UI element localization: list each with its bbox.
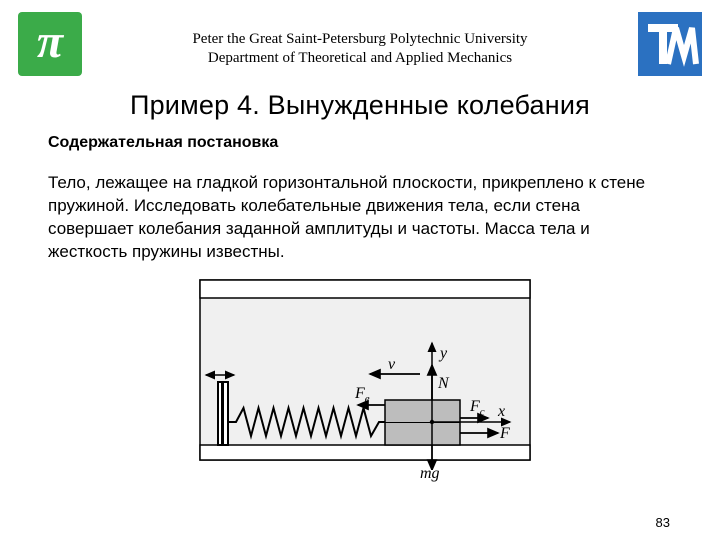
tm-logo-icon	[638, 12, 702, 76]
label-N: N	[438, 375, 449, 393]
page-title: Пример 4. Вынужденные колебания	[0, 90, 720, 121]
label-F: F	[500, 425, 510, 443]
body-paragraph: Тело, лежащее на гладкой горизонтальной …	[48, 172, 668, 264]
label-Fc: Fc	[470, 398, 485, 418]
university-line1: Peter the Great Saint-Petersburg Polytec…	[192, 31, 527, 47]
university-block: Peter the Great Saint-Petersburg Polytec…	[110, 30, 610, 68]
label-y: y	[440, 345, 447, 363]
university-line2: Department of Theoretical and Applied Me…	[208, 50, 512, 66]
section-heading: Содержательная постановка	[48, 134, 278, 152]
page-number: 83	[656, 515, 670, 530]
label-Fe: Fe	[355, 385, 370, 405]
header: π Peter the Great Saint-Petersburg Polyt…	[0, 12, 720, 82]
label-mg: mg	[420, 465, 440, 483]
physics-diagram: v y N Fe Fc x F mg	[180, 270, 550, 470]
label-v: v	[388, 356, 395, 374]
pi-symbol: π	[37, 14, 63, 69]
pi-logo-icon: π	[18, 12, 82, 76]
label-x: x	[498, 403, 505, 421]
